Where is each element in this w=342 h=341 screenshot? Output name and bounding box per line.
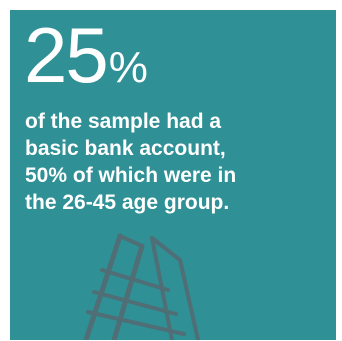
caption-line-2: basic bank account,	[25, 137, 226, 160]
caption-line-4: the 26-45 age group.	[25, 191, 230, 214]
stat-number: 25	[24, 11, 109, 99]
stat-percent-sign: %	[108, 43, 148, 92]
stat-caption: of the sample had a basic bank account, …	[25, 108, 330, 216]
ladder-icon	[83, 233, 200, 340]
caption-line-3: 50% of which were in	[25, 164, 237, 187]
teal-panel: 25% of the sample had a basic bank accou…	[10, 10, 336, 340]
headline-stat: 25%	[24, 16, 148, 94]
caption-line-1: of the sample had a	[25, 110, 222, 133]
